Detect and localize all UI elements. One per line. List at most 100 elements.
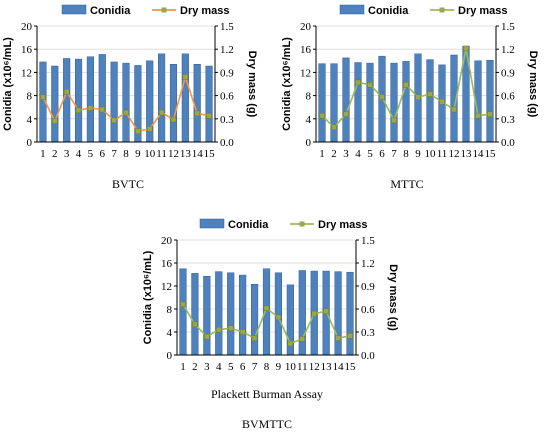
point-dry-mass-6 — [99, 106, 106, 113]
x-tick-label: 14 — [192, 148, 204, 160]
x-tick-label: 5 — [367, 148, 373, 160]
bar-conidia-7 — [250, 284, 259, 356]
y-tick-label-left: 16 — [21, 44, 33, 56]
y-tick-label-right: 0.3 — [501, 114, 515, 126]
legend-swatch-conidia — [199, 218, 225, 229]
legend-label-conidia: Conidia — [228, 219, 269, 231]
chart-caption: BVTC — [112, 177, 144, 191]
y-axis-title-left: Conidia (x10⁶/mL) — [142, 250, 154, 344]
y-tick-label-right: 0.9 — [361, 281, 375, 293]
bar-conidia-15 — [205, 65, 213, 143]
bar-conidia-8 — [262, 268, 271, 356]
y-tick-label-right: 0.6 — [501, 91, 515, 103]
y-tick-label-left: 8 — [27, 91, 33, 103]
point-dry-mass-5 — [367, 82, 373, 88]
legend-swatch-conidia — [61, 4, 87, 15]
y-axis-title-right: Dry mass (g) — [527, 51, 539, 118]
bar-conidia-5 — [366, 62, 374, 143]
x-tick-label: 8 — [264, 361, 270, 373]
y-tick-label-left: 4 — [167, 327, 173, 339]
point-dry-mass-4 — [355, 79, 361, 86]
bar-conidia-1 — [179, 268, 187, 356]
y-axis-title-left: Conidia (x10⁶/mL) — [281, 37, 293, 131]
bar-conidia-15 — [486, 59, 494, 143]
y-axis-title-right: Dry mass (g) — [246, 51, 258, 118]
bar-conidia-3 — [342, 57, 350, 143]
x-tick-label: 5 — [228, 361, 234, 373]
x-axis-title: Plackett Burman Assay — [211, 387, 323, 401]
x-tick-label: 3 — [204, 361, 210, 373]
y-tick-label-left: 20 — [21, 21, 33, 33]
point-dry-mass-7 — [251, 335, 258, 341]
x-tick-label: 12 — [449, 148, 460, 160]
y-tick-label-right: 1.2 — [501, 44, 515, 56]
bar-conidia-3 — [203, 275, 211, 356]
chart-caption: MTTC — [390, 177, 423, 191]
x-tick-label: 4 — [76, 148, 82, 160]
bar-conidia-2 — [330, 63, 338, 143]
point-dry-mass-12 — [451, 106, 457, 113]
legend-swatch-conidia — [339, 4, 365, 15]
y-tick-label-right: 1.5 — [501, 21, 515, 33]
y-tick-label-right: 0.6 — [361, 304, 375, 316]
x-tick-label: 10 — [285, 361, 297, 373]
bar-conidia-13 — [181, 53, 189, 143]
bar-conidia-3 — [63, 58, 71, 143]
x-tick-label: 7 — [391, 148, 397, 160]
x-tick-label: 14 — [333, 361, 345, 373]
point-dry-mass-4 — [75, 107, 82, 114]
point-dry-mass-10 — [287, 340, 294, 347]
bar-conidia-8 — [122, 62, 130, 143]
legend-label-dry-mass: Dry mass — [180, 5, 230, 17]
x-tick-label: 11 — [297, 361, 308, 373]
x-tick-label: 3 — [64, 148, 70, 160]
x-tick-label: 10 — [425, 148, 437, 160]
y-tick-label-left: 16 — [300, 44, 312, 56]
bar-conidia-6 — [239, 274, 247, 356]
x-tick-label: 2 — [52, 148, 58, 160]
bar-conidia-10 — [426, 59, 434, 143]
x-tick-label: 12 — [309, 361, 320, 373]
x-tick-label: 7 — [111, 148, 117, 160]
x-tick-label: 2 — [331, 148, 337, 160]
x-tick-label: 15 — [345, 361, 357, 373]
legend-marker-dry-mass — [161, 7, 167, 13]
bar-conidia-11 — [158, 53, 166, 143]
y-tick-label-left: 20 — [161, 235, 173, 247]
point-dry-mass-11 — [439, 99, 445, 105]
bar-conidia-14 — [334, 271, 342, 356]
legend-marker-dry-mass — [439, 7, 445, 13]
point-dry-mass-7 — [391, 117, 397, 124]
point-dry-mass-5 — [87, 105, 94, 111]
bar-conidia-4 — [215, 271, 223, 356]
legend-label-conidia: Conidia — [90, 5, 131, 17]
y-tick-label-left: 4 — [27, 114, 33, 126]
y-tick-label-left: 0 — [306, 137, 312, 149]
point-dry-mass-6 — [379, 94, 385, 100]
point-dry-mass-10 — [427, 91, 433, 97]
y-tick-label-right: 0.6 — [220, 91, 234, 103]
point-dry-mass-11 — [299, 336, 306, 342]
x-tick-label: 9 — [276, 361, 282, 373]
x-tick-label: 2 — [192, 361, 198, 373]
y-tick-label-left: 8 — [167, 304, 173, 316]
point-dry-mass-13 — [182, 74, 189, 80]
x-tick-label: 8 — [123, 148, 129, 160]
point-dry-mass-3 — [204, 333, 210, 340]
point-dry-mass-15 — [487, 111, 493, 117]
point-dry-mass-3 — [343, 111, 349, 117]
bar-conidia-15 — [346, 271, 354, 356]
y-tick-label-right: 1.5 — [220, 21, 234, 33]
point-dry-mass-2 — [192, 321, 198, 328]
point-dry-mass-1 — [319, 112, 325, 119]
point-dry-mass-4 — [216, 326, 222, 333]
x-tick-label: 9 — [135, 148, 141, 160]
y-tick-label-left: 8 — [306, 91, 312, 103]
bar-conidia-5 — [227, 272, 235, 356]
x-tick-label: 13 — [180, 148, 192, 160]
point-dry-mass-1 — [40, 94, 46, 100]
y-tick-label-left: 0 — [167, 350, 173, 362]
y-tick-label-left: 12 — [21, 67, 32, 79]
x-tick-label: 11 — [437, 148, 448, 160]
